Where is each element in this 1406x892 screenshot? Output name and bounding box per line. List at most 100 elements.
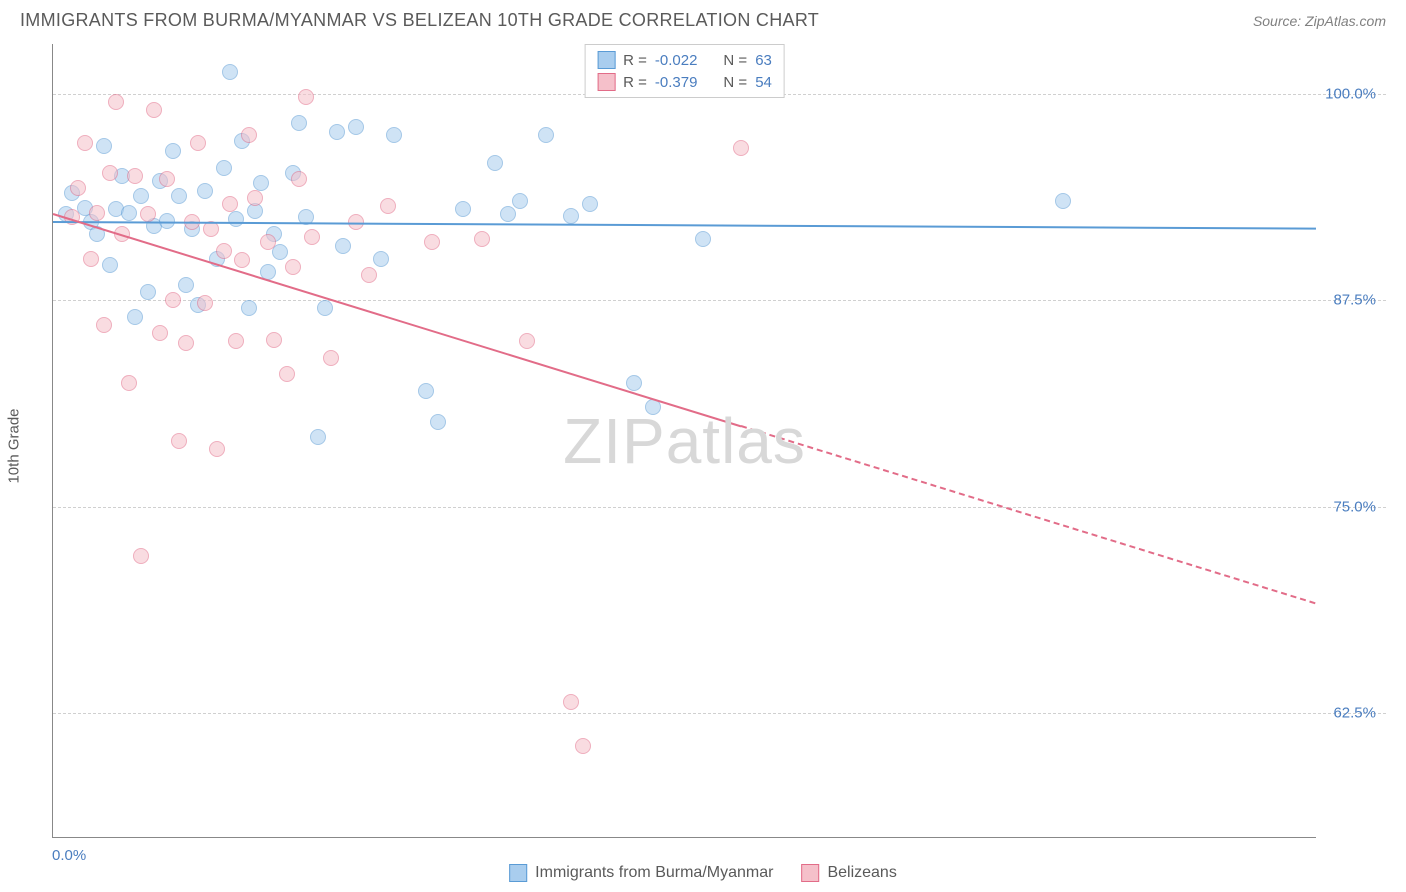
- data-point-belize: [197, 295, 213, 311]
- data-point-burma: [197, 183, 213, 199]
- correlation-legend: R =-0.022N =63R =-0.379N =54: [584, 44, 785, 98]
- data-point-burma: [455, 201, 471, 217]
- swatch-icon: [597, 51, 615, 69]
- data-point-belize: [234, 252, 250, 268]
- data-point-burma: [430, 414, 446, 430]
- data-point-belize: [266, 332, 282, 348]
- chart-container: ZIPatlas R =-0.022N =63R =-0.379N =54 62…: [52, 44, 1386, 838]
- data-point-belize: [241, 127, 257, 143]
- source-attribution: Source: ZipAtlas.com: [1253, 13, 1386, 29]
- data-point-belize: [279, 366, 295, 382]
- data-point-belize: [89, 205, 105, 221]
- data-point-burma: [317, 300, 333, 316]
- plot-area: ZIPatlas R =-0.022N =63R =-0.379N =54 62…: [52, 44, 1316, 838]
- data-point-belize: [291, 171, 307, 187]
- data-point-belize: [190, 135, 206, 151]
- gridline: [53, 713, 1386, 714]
- data-point-burma: [133, 188, 149, 204]
- legend-row-belize: R =-0.379N =54: [597, 71, 772, 93]
- data-point-belize: [247, 190, 263, 206]
- data-point-burma: [272, 244, 288, 260]
- data-point-burma: [121, 205, 137, 221]
- data-point-burma: [253, 175, 269, 191]
- data-point-belize: [146, 102, 162, 118]
- data-point-belize: [178, 335, 194, 351]
- data-point-belize: [159, 171, 175, 187]
- data-point-belize: [102, 165, 118, 181]
- data-point-belize: [733, 140, 749, 156]
- data-point-belize: [121, 375, 137, 391]
- data-point-burma: [335, 238, 351, 254]
- trend-line: [741, 425, 1316, 604]
- data-point-belize: [228, 333, 244, 349]
- data-point-burma: [563, 208, 579, 224]
- data-point-burma: [373, 251, 389, 267]
- data-point-burma: [291, 115, 307, 131]
- data-point-burma: [329, 124, 345, 140]
- swatch-icon: [801, 864, 819, 882]
- data-point-burma: [171, 188, 187, 204]
- gridline: [53, 507, 1386, 508]
- data-point-belize: [519, 333, 535, 349]
- data-point-belize: [152, 325, 168, 341]
- data-point-burma: [626, 375, 642, 391]
- data-point-burma: [228, 211, 244, 227]
- data-point-burma: [96, 138, 112, 154]
- data-point-belize: [70, 180, 86, 196]
- legend-row-burma: R =-0.022N =63: [597, 49, 772, 71]
- data-point-burma: [310, 429, 326, 445]
- data-point-burma: [348, 119, 364, 135]
- data-point-belize: [298, 89, 314, 105]
- data-point-burma: [487, 155, 503, 171]
- legend-item-burma: Immigrants from Burma/Myanmar: [509, 864, 773, 882]
- data-point-belize: [108, 94, 124, 110]
- swatch-icon: [597, 73, 615, 91]
- data-point-burma: [1055, 193, 1071, 209]
- data-point-burma: [165, 143, 181, 159]
- data-point-belize: [96, 317, 112, 333]
- data-point-belize: [171, 433, 187, 449]
- data-point-burma: [695, 231, 711, 247]
- data-point-belize: [323, 350, 339, 366]
- data-point-belize: [474, 231, 490, 247]
- y-tick-label: 100.0%: [1325, 85, 1376, 102]
- data-point-belize: [285, 259, 301, 275]
- data-point-burma: [222, 64, 238, 80]
- series-legend: Immigrants from Burma/Myanmar Belizeans: [509, 864, 897, 882]
- data-point-burma: [102, 257, 118, 273]
- data-point-burma: [386, 127, 402, 143]
- data-point-burma: [538, 127, 554, 143]
- watermark: ZIPatlas: [563, 404, 806, 478]
- data-point-belize: [361, 267, 377, 283]
- trend-line: [53, 213, 742, 428]
- data-point-burma: [178, 277, 194, 293]
- data-point-belize: [216, 243, 232, 259]
- trend-line: [53, 221, 1316, 230]
- data-point-belize: [304, 229, 320, 245]
- data-point-belize: [563, 694, 579, 710]
- data-point-burma: [418, 383, 434, 399]
- y-axis-label: 10th Grade: [6, 408, 23, 483]
- data-point-burma: [582, 196, 598, 212]
- legend-item-belize: Belizeans: [801, 864, 896, 882]
- y-tick-label: 75.0%: [1333, 498, 1376, 515]
- data-point-belize: [165, 292, 181, 308]
- data-point-burma: [241, 300, 257, 316]
- chart-title: IMMIGRANTS FROM BURMA/MYANMAR VS BELIZEA…: [20, 10, 819, 31]
- data-point-burma: [127, 309, 143, 325]
- data-point-burma: [500, 206, 516, 222]
- data-point-belize: [222, 196, 238, 212]
- data-point-belize: [127, 168, 143, 184]
- data-point-burma: [512, 193, 528, 209]
- data-point-belize: [209, 441, 225, 457]
- data-point-belize: [133, 548, 149, 564]
- data-point-belize: [380, 198, 396, 214]
- x-tick-min: 0.0%: [52, 847, 86, 864]
- y-tick-label: 62.5%: [1333, 705, 1376, 722]
- data-point-belize: [83, 251, 99, 267]
- data-point-belize: [575, 738, 591, 754]
- data-point-belize: [260, 234, 276, 250]
- swatch-icon: [509, 864, 527, 882]
- y-tick-label: 87.5%: [1333, 292, 1376, 309]
- data-point-belize: [77, 135, 93, 151]
